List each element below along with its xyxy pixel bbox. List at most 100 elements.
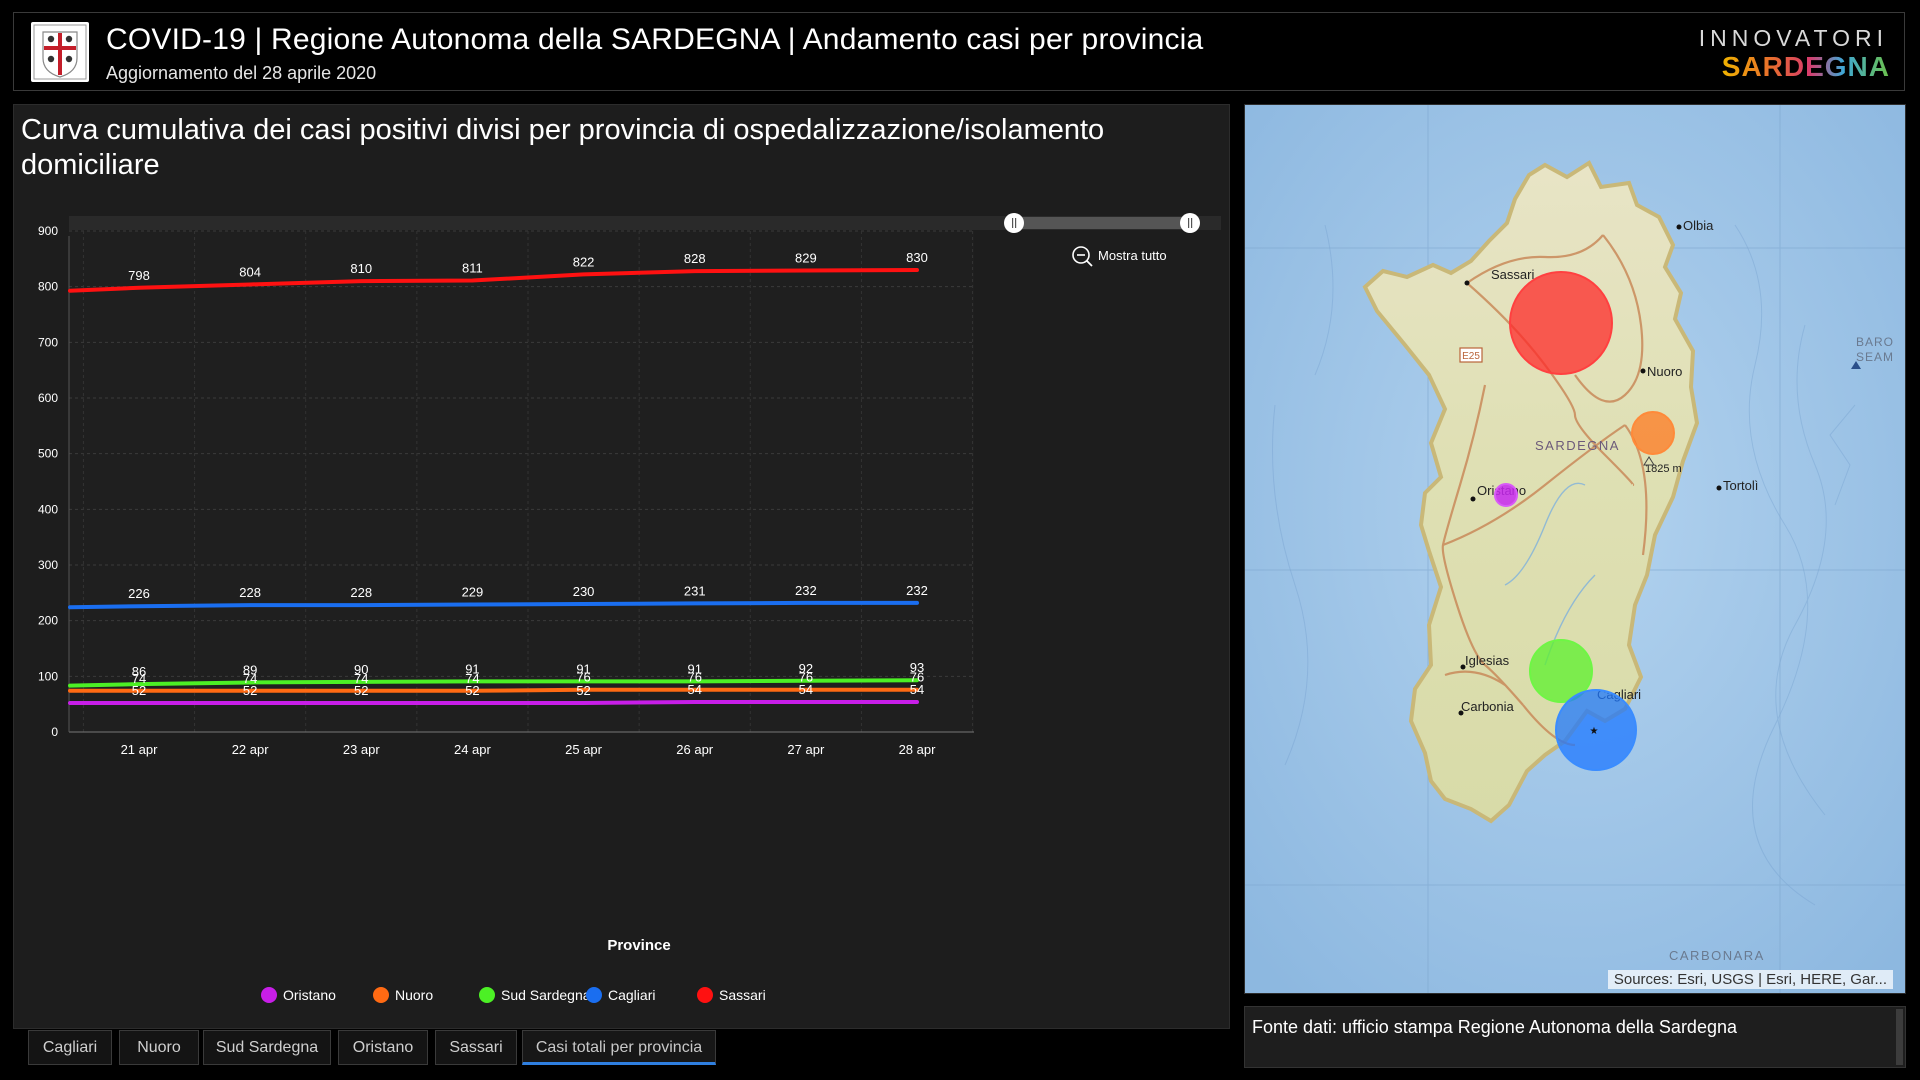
- map-bubble-cagliari[interactable]: [1555, 689, 1637, 771]
- y-tick-label: 900: [38, 224, 58, 238]
- data-label: 76: [576, 670, 590, 685]
- show-all-label[interactable]: Mostra tutto: [1098, 248, 1167, 263]
- slider-handle-left[interactable]: [1004, 213, 1024, 233]
- tab-sassari[interactable]: Sassari: [435, 1030, 517, 1065]
- zoom-out-icon-handle: [1086, 260, 1093, 267]
- city-labels: Olbia Sassari Nuoro SARDEGNA 1825 m Oris…: [1461, 218, 1894, 963]
- range-slider[interactable]: [69, 213, 1221, 233]
- data-label: 230: [573, 584, 595, 599]
- data-label: 76: [687, 670, 701, 685]
- legend-marker: [261, 987, 277, 1003]
- legend-label: Sassari: [719, 987, 766, 1003]
- x-tick-label: 23 apr: [343, 742, 381, 757]
- series-line: [68, 678, 919, 688]
- data-label: 52: [243, 683, 257, 698]
- sardinia-map[interactable]: E25 Olbia Sassari Nuoro SARDEGNA 1825 m …: [1245, 105, 1906, 994]
- data-label: 228: [350, 585, 372, 600]
- y-tick-label: 400: [38, 502, 58, 516]
- data-source-text: Fonte dati: ufficio stampa Regione Auton…: [1252, 1017, 1737, 1037]
- map-bubble-nuoro[interactable]: [1631, 411, 1675, 455]
- data-label: 89: [243, 662, 257, 677]
- slider-track[interactable]: [69, 216, 1221, 230]
- map-label-sassari: Sassari: [1491, 267, 1534, 282]
- tab-sud-sardegna[interactable]: Sud Sardegna: [203, 1030, 331, 1065]
- slider-selection[interactable]: [1014, 217, 1198, 229]
- y-tick-label: 600: [38, 391, 58, 405]
- slider-handle-right-grip: [1188, 218, 1190, 228]
- legend-label: Sud Sardegna: [501, 987, 591, 1003]
- capital-star-icon: ★: [1590, 726, 1599, 737]
- cumulative-cases-chart: 0 100 200 300 400 500 600 700 800 900 21 apr 22 apr…: [38, 213, 1221, 1003]
- crest-icon: [33, 24, 87, 80]
- data-label: 91: [576, 661, 590, 676]
- map-label-seam: SEAM: [1856, 350, 1894, 364]
- data-label: 829: [795, 251, 817, 266]
- series-line: [68, 699, 919, 706]
- zoom-out-icon[interactable]: [1072, 246, 1090, 264]
- x-tick-label: 26 apr: [676, 742, 714, 757]
- dashboard-header: COVID-19 | Regione Autonoma della SARDEG…: [13, 12, 1905, 91]
- slider-handle-right[interactable]: [1180, 213, 1200, 233]
- data-label: 52: [132, 683, 146, 698]
- x-tick-label: 25 apr: [565, 742, 603, 757]
- map-bubble-oristano[interactable]: [1494, 483, 1518, 507]
- map-label-iglesias: Iglesias: [1465, 653, 1510, 668]
- y-tick-label: 0: [51, 725, 58, 739]
- data-label: 822: [573, 254, 595, 269]
- data-label: 811: [462, 261, 483, 276]
- x-tick-label: 27 apr: [787, 742, 825, 757]
- map-attribution[interactable]: Sources: Esri, USGS | Esri, HERE, Gar...: [1607, 970, 1893, 989]
- slider-handle-left-grip: [1012, 218, 1014, 228]
- chart-axes: 0 100 200 300 400 500 600 700 800 900 21 apr 22 apr…: [38, 224, 974, 757]
- data-label: 804: [239, 264, 261, 279]
- tab-casi-totali[interactable]: Casi totali per provincia: [522, 1030, 716, 1065]
- data-label: 93: [910, 660, 924, 675]
- map-label-tortoli: Tortolì: [1723, 478, 1758, 493]
- x-tick-label: 22 apr: [232, 742, 270, 757]
- source-panel: Fonte dati: ufficio stampa Regione Auton…: [1244, 1006, 1906, 1068]
- tab-cagliari[interactable]: Cagliari: [28, 1030, 112, 1065]
- series-line: [68, 687, 919, 693]
- data-label: 54: [799, 682, 813, 697]
- data-label: 74: [132, 671, 146, 686]
- chart-data-labels: 52 52 52 52 52 54 54 54 74 74 74 74 76 76 76 76 86 89 90 91…: [128, 250, 928, 698]
- legend-marker: [697, 987, 713, 1003]
- legend-marker: [586, 987, 602, 1003]
- map-label-carbonia: Carbonia: [1461, 699, 1515, 714]
- data-label: 52: [354, 683, 368, 698]
- map-bubble-sud-sardegna[interactable]: [1529, 639, 1593, 703]
- x-tick-label: 28 apr: [899, 742, 937, 757]
- city-markers: [1458, 224, 1861, 716]
- legend-label: Cagliari: [608, 987, 655, 1003]
- map-label-sardegna: SARDEGNA: [1535, 438, 1620, 453]
- data-label: 92: [799, 661, 813, 676]
- data-label: 74: [243, 671, 257, 686]
- page-title: COVID-19 | Regione Autonoma della SARDEG…: [106, 23, 1204, 56]
- data-label: 830: [906, 250, 928, 265]
- tab-oristano[interactable]: Oristano: [338, 1030, 428, 1065]
- map-bubble-sassari[interactable]: [1509, 271, 1613, 375]
- source-scrollbar[interactable]: [1896, 1009, 1903, 1065]
- chart-legend: Oristano Nuoro Sud Sardegna Cagliari Sassari: [261, 987, 766, 1003]
- tab-nuoro[interactable]: Nuoro: [119, 1030, 199, 1065]
- route-label-e25: E25: [1462, 351, 1480, 362]
- data-label: 232: [795, 583, 817, 598]
- x-tick-label: 24 apr: [454, 742, 492, 757]
- data-label: 91: [687, 661, 701, 676]
- series-line: [68, 267, 919, 293]
- map-panel[interactable]: E25 Olbia Sassari Nuoro SARDEGNA 1825 m …: [1244, 104, 1906, 994]
- seabed-relief: [1272, 224, 1856, 906]
- chart-series: [68, 267, 919, 706]
- brand-logo-top: INNOVATORI: [1698, 25, 1888, 51]
- plot-area: [69, 231, 974, 732]
- brand-logo-bottom: SARDEGNA: [1721, 51, 1890, 82]
- data-label: 798: [128, 268, 150, 283]
- legend-marker: [373, 987, 389, 1003]
- data-label: 76: [799, 670, 813, 685]
- series-line: [68, 600, 919, 610]
- data-label: 54: [910, 682, 924, 697]
- slider-handle-left-grip: [1015, 218, 1017, 228]
- map-label-elevation: 1825 m: [1645, 463, 1682, 475]
- show-all-button[interactable]: Mostra tutto: [1072, 246, 1167, 267]
- data-label: 91: [465, 661, 479, 676]
